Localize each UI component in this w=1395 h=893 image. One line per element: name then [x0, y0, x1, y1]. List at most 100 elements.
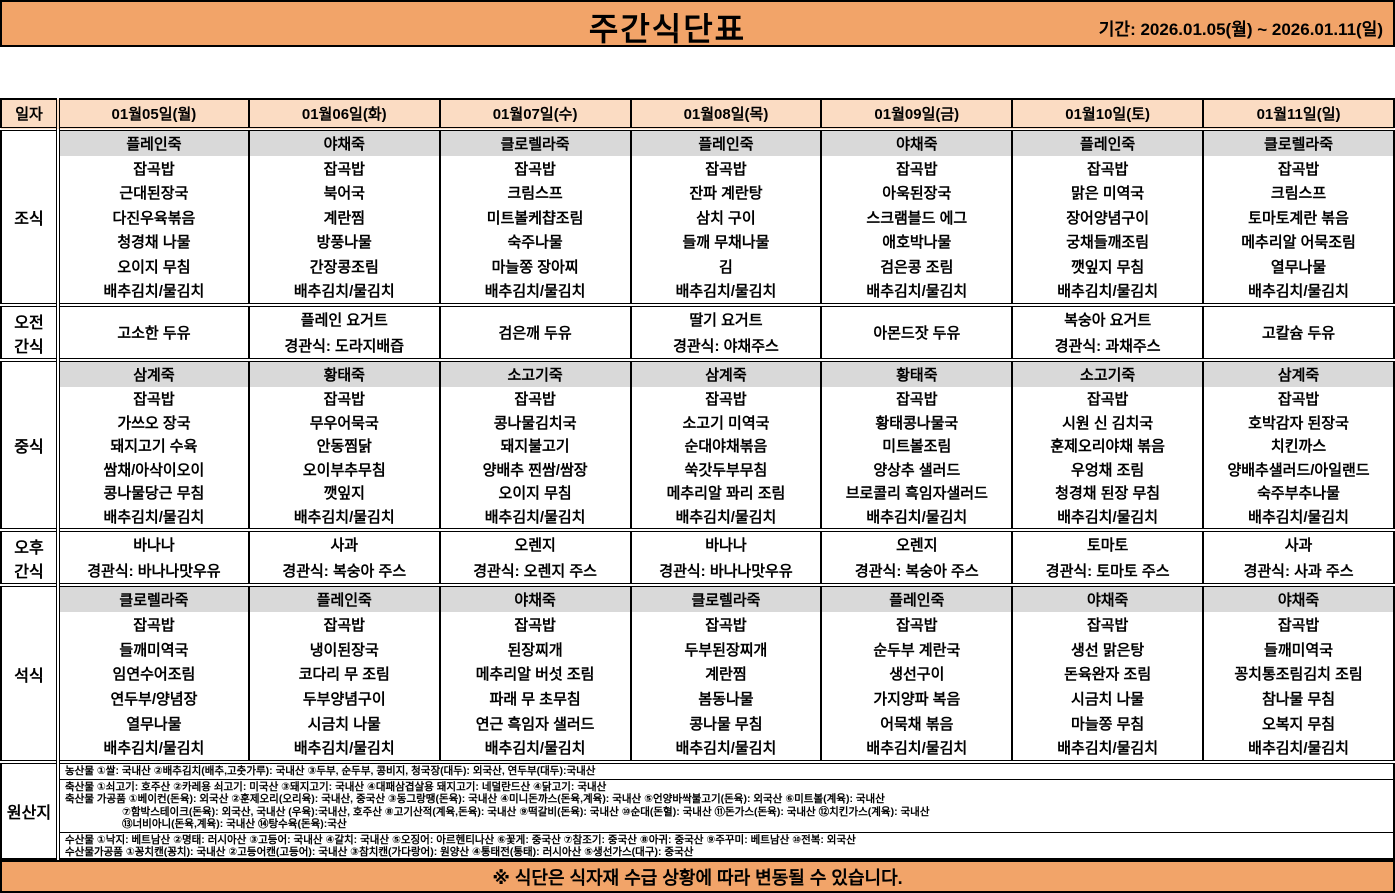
meal-cell-content: 황태죽 잡곡밥 황태콩나물국 미트볼조림 양상추 샐러드 브로콜리 흑임자샐러드 배추김치/…: [822, 362, 1012, 528]
menu-item: 두부된장찌개: [684, 641, 768, 659]
origin-line: 축산물 가공품 ①베이컨(돈육): 외국산 ②훈제오리(오리육): 국내산, 중…: [65, 793, 885, 805]
menu-item: 돼지불고기: [500, 438, 570, 456]
dinner-day-2: 야채죽 잡곡밥 된장찌개 메추리알 버섯 조림 파래 무 초무침 연근 흑임자 샐러드 배추…: [438, 583, 632, 763]
origin-group-1: 축산물 ①쇠고기: 호주산 ②카레용 쇠고기: 미국산 ③돼지고기: 국내산 ④…: [60, 780, 1393, 833]
menu-item: 치킨까스: [1270, 438, 1327, 456]
dinner-day-1: 플레인죽 잡곡밥 냉이된장국 코다리 무 조림 두부양념구이 시금치 나물 배추김치/물김치: [247, 583, 441, 763]
menu-item: 양배추샐러드/아일랜드: [1227, 461, 1370, 479]
menu-item: 오이지 무침: [498, 485, 572, 503]
snack-item: 복숭아 요거트: [1064, 312, 1152, 330]
snack-cell-content: 토마토 경관식: 토마토 주스: [1013, 532, 1202, 583]
breakfast-day-4: 야채죽 잡곡밥 아욱된장국 스크램블드 에그 애호박나물 검은콩 조림 배추김치/물김치: [820, 127, 1014, 306]
row-label-origin: 원산지: [0, 760, 60, 860]
menu-item: 가쓰오 장국: [117, 414, 191, 432]
afternoon_snack-day-3: 바나나 경관식: 바나나맛우유: [629, 528, 823, 586]
menu-item: 잡곡밥: [1277, 160, 1320, 178]
lunch-day-3: 삼계죽 잡곡밥 소고기 미역국 순대야채볶음 쑥갓두부무침 메추리알 꽈리 조림 배추김치/…: [629, 358, 823, 531]
menu-item: 어묵채 볶음: [880, 715, 954, 733]
menu-item: 연두부/양념장: [110, 690, 198, 708]
menu-item: 메추리알 버섯 조림: [475, 666, 595, 684]
row-label-morning-snack: 오전 간식: [0, 303, 60, 361]
menu-item: 잡곡밥: [514, 391, 556, 409]
meal-cell-content: 플레인죽 잡곡밥 냉이된장국 코다리 무 조림 두부양념구이 시금치 나물 배추김치/물김치: [249, 587, 439, 760]
snack-cell-content: 사과 경관식: 사과 주스: [1204, 532, 1393, 583]
lunch-row: 중식 삼계죽 잡곡밥 가쓰오 장국 돼지고기 수육 쌈채/아삭이오이 콩나물당근 무침 배추…: [0, 358, 1395, 531]
menu-item: 미트볼케챱조림: [486, 209, 584, 227]
menu-item: 잡곡밥: [323, 160, 365, 178]
menu-item: 소고기 미역국: [682, 414, 770, 432]
snack-item: 경관식: 사과 주스: [1243, 562, 1354, 580]
menu-item: 열무나물: [126, 715, 182, 733]
menu-item: 콩나물김치국: [493, 414, 577, 432]
menu-item: 들깨 무채나물: [682, 234, 770, 252]
menu-item: 배추김치/물김치: [1248, 283, 1349, 301]
lunch-day-5: 소고기죽 잡곡밥 시원 신 김치국 훈제오리야채 볶음 우엉채 조림 청경채 된장 무침 배…: [1011, 358, 1205, 531]
dinner-day-6: 야채죽 잡곡밥 들깨미역국 꽁치통조림김치 조림 참나물 무침 오복지 무침 배추김치/물김…: [1202, 583, 1395, 763]
menu-item: 잡곡밥: [1086, 160, 1129, 178]
porridge-name: 삼계죽: [60, 362, 248, 387]
menu-item: 콩나물당근 무침: [103, 485, 205, 503]
snack-item: 고소한 두유: [117, 325, 191, 342]
menu-item: 배추김치/물김치: [675, 508, 777, 526]
snack-item: 경관식: 바나나맛우유: [87, 562, 221, 580]
menu-item: 배추김치/물김치: [675, 740, 777, 758]
snack-item: 경관식: 과채주스: [1054, 337, 1161, 355]
snack-cell-content: 플레인 요거트 경관식: 도라지배즙: [250, 307, 439, 358]
menu-item: 돼지고기 수육: [110, 438, 198, 456]
porridge-name: 클로렐라죽: [60, 587, 248, 612]
menu-item: 잡곡밥: [896, 391, 938, 409]
snack-item: 바나나: [705, 537, 747, 555]
snack-cell-content: 오렌지 경관식: 복숭아 주스: [822, 532, 1011, 583]
menu-item: 열무나물: [1270, 258, 1327, 276]
menu-item: 오복지 무침: [1261, 715, 1336, 733]
menu-item: 배추김치/물김치: [293, 740, 395, 758]
dinner-day-4: 플레인죽 잡곡밥 순두부 계란국 생선구이 가지양파 복음 어묵채 볶음 배추김치/물김치: [820, 583, 1014, 763]
morning_snack-day-3: 딸기 요거트 경관식: 야채주스: [629, 303, 823, 361]
breakfast-day-6: 클로렐라죽 잡곡밥 크림스프 토마토계란 볶음 메추리알 어묵조림 열무나물 배추김치/물김…: [1202, 127, 1395, 306]
menu-item: 두부양념구이: [302, 690, 386, 708]
menu-item: 마늘쫑 무침: [1071, 715, 1145, 733]
menu-item: 잡곡밥: [705, 160, 747, 178]
porridge-name: 클로렐라죽: [631, 587, 821, 612]
menu-item: 배추김치/물김치: [293, 283, 395, 301]
menu-item: 잡곡밥: [133, 391, 175, 409]
snack-item: 경관식: 복숭아 주스: [854, 562, 979, 580]
snack-item: 딸기 요거트: [689, 312, 763, 330]
menu-item: 오이지 무침: [117, 258, 191, 276]
porridge-name: 소고기죽: [440, 362, 630, 387]
breakfast-day-5: 플레인죽 잡곡밥 맑은 미역국 장어양념구이 궁채들깨조림 깻잎지 무침 배추김치/물김치: [1011, 127, 1205, 306]
breakfast-day-2: 클로렐라죽 잡곡밥 크림스프 미트볼케챱조림 숙주나물 마늘쫑 장아찌 배추김치/물김치: [438, 127, 632, 306]
snack-item: 오렌지: [514, 537, 556, 555]
menu-item: 콩나물 무침: [689, 715, 763, 733]
menu-item: 잡곡밥: [896, 160, 938, 178]
menu-item: 계란찜: [705, 666, 747, 684]
afternoon_snack-day-0: 바나나 경관식: 바나나맛우유: [57, 528, 250, 586]
menu-item: 크림스프: [1270, 185, 1327, 203]
menu-item: 꽁치통조림김치 조림: [1234, 666, 1363, 684]
title-bar: 주간식단표 기간: 2026.01.05(월) ~ 2026.01.11(일): [0, 0, 1395, 47]
menu-item: 시원 신 김치국: [1062, 414, 1154, 432]
snack-item: 경관식: 토마토 주스: [1045, 562, 1170, 580]
snack-item: 경관식: 오렌지 주스: [473, 562, 597, 580]
menu-item: 배추김치/물김치: [484, 740, 586, 758]
morning-snack-row: 오전 간식 고소한 두유 플레인 요거트 경관식: 도라지배즙 검은깨 두유 딸기 요거…: [0, 303, 1395, 361]
menu-item: 순대야채볶음: [684, 438, 768, 456]
origin-line: 수산물가공품 ①꽁치캔(꽁치): 국내산 ②고등어캔(고등어): 국내산 ③참치…: [65, 846, 694, 858]
weekly-menu-table: 일자 01월05일(월) 01월06일(화) 01월07일(수) 01월08일(목) 0…: [0, 98, 1395, 860]
snack-item: 검은깨 두유: [498, 325, 572, 342]
breakfast-day-1: 야채죽 잡곡밥 북어국 계란찜 방풍나물 간장콩조림 배추김치/물김치: [247, 127, 441, 306]
dinner-day-5: 야채죽 잡곡밥 생선 맑은탕 돈육완자 조림 시금치 나물 마늘쫑 무침 배추김치/물김치: [1011, 583, 1205, 763]
meal-cell-content: 플레인죽 잡곡밥 근대된장국 다진우육볶음 청경채 나물 오이지 무침 배추김치/물김치: [60, 131, 248, 303]
menu-item: 크림스프: [507, 185, 563, 203]
porridge-name: 야채죽: [822, 131, 1012, 156]
menu-item: 배추김치/물김치: [1248, 508, 1349, 526]
afternoon_snack-day-5: 토마토 경관식: 토마토 주스: [1011, 528, 1205, 586]
menu-item: 우엉채 조림: [1071, 461, 1145, 479]
meal-cell-content: 야채죽 잡곡밥 생선 맑은탕 돈육완자 조림 시금치 나물 마늘쫑 무침 배추김치/물김치: [1013, 587, 1203, 760]
lunch-day-2: 소고기죽 잡곡밥 콩나물김치국 돼지불고기 양배추 찐쌈/쌈장 오이지 무침 배추김치/물김…: [438, 358, 632, 531]
row-label-lunch: 중식: [0, 358, 60, 531]
row-label-breakfast: 조식: [0, 127, 60, 306]
afternoon_snack-day-4: 오렌지 경관식: 복숭아 주스: [820, 528, 1014, 586]
